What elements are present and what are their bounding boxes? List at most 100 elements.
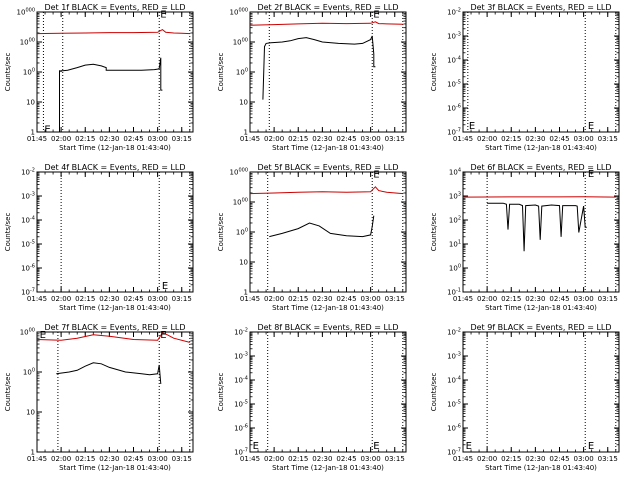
- panel-title: Det 8f BLACK = Events, RED = LLD: [257, 323, 398, 332]
- y-tick-label: 1: [31, 129, 35, 137]
- lld-series-line: [36, 28, 190, 35]
- event-marker-label: E: [466, 441, 472, 452]
- event-marker-label: E: [160, 9, 166, 20]
- x-tick-label: 02:45: [549, 295, 569, 303]
- plot-frame: [36, 171, 194, 293]
- y-tick-label: 10-2: [21, 168, 35, 177]
- y-tick-label: 100: [23, 68, 35, 77]
- x-tick-label: 02:00: [51, 455, 71, 463]
- y-tick-label: 10-5: [447, 400, 461, 409]
- y-tick-label: 102: [449, 216, 461, 225]
- x-axis-label: Start Time (12-Jan-18 01:43:40): [272, 464, 384, 472]
- x-tick-label: 02:00: [477, 135, 497, 143]
- x-tick-label: 02:45: [336, 135, 356, 143]
- y-tick-label: 10-3: [447, 32, 461, 41]
- y-tick-label: 10-6: [234, 424, 248, 433]
- x-tick-label: 02:15: [501, 455, 521, 463]
- panel-title: Det 7f BLACK = Events, RED = LLD: [44, 323, 185, 332]
- y-tick-label: 10-7: [447, 128, 461, 137]
- y-tick-label: 10: [239, 259, 248, 267]
- x-tick-label: 02:30: [312, 455, 332, 463]
- x-tick-label: 02:15: [75, 295, 95, 303]
- event-marker-label: E: [373, 169, 379, 180]
- plot-frame: [462, 171, 620, 293]
- x-tick-label: 03:00: [361, 135, 381, 143]
- y-tick-label: 1: [244, 289, 248, 297]
- panel-title: Det 3f BLACK = Events, RED = LLD: [470, 3, 611, 12]
- x-axis-label: Start Time (12-Jan-18 01:43:40): [59, 304, 171, 312]
- event-marker-label: E: [469, 121, 475, 132]
- y-tick-label: 10: [26, 409, 35, 417]
- x-tick-label: 02:45: [123, 455, 143, 463]
- x-tick-label: 03:15: [598, 295, 618, 303]
- x-tick-label: 02:45: [123, 135, 143, 143]
- x-axis-label: Start Time (12-Jan-18 01:43:40): [59, 144, 171, 152]
- y-tick-label: 10-7: [447, 448, 461, 457]
- panel-det-8: Det 8f BLACK = Events, RED = LLD 10-7 10-6…: [217, 323, 407, 472]
- y-tick-label: 100: [23, 368, 35, 377]
- x-tick-label: 03:15: [598, 455, 618, 463]
- x-tick-label: 02:00: [264, 455, 284, 463]
- y-axis-label: Counts/sec: [430, 373, 438, 412]
- plot-frame: [249, 331, 407, 453]
- x-tick-label: 02:30: [99, 455, 119, 463]
- panel-title: Det 5f BLACK = Events, RED = LLD: [257, 163, 398, 172]
- x-tick-label: 03:00: [148, 455, 168, 463]
- y-axis-label: Counts/sec: [4, 53, 12, 92]
- y-tick-label: 100: [236, 68, 248, 77]
- y-tick-label: 1000: [20, 38, 35, 47]
- x-tick-label: 03:00: [148, 135, 168, 143]
- x-tick-label: 02:30: [312, 295, 332, 303]
- x-tick-label: 02:30: [525, 455, 545, 463]
- y-tick-label: 10-5: [234, 400, 248, 409]
- x-tick-label: 01:45: [27, 135, 47, 143]
- x-tick-label: 03:15: [385, 135, 405, 143]
- plot-frame: [36, 331, 194, 453]
- x-tick-label: 03:15: [598, 135, 618, 143]
- x-tick-label: 01:45: [453, 295, 473, 303]
- events-series-line: [269, 215, 375, 238]
- x-tick-label: 02:30: [99, 295, 119, 303]
- x-axis-label: Start Time (12-Jan-18 01:43:40): [485, 144, 597, 152]
- lld-series-line: [249, 186, 403, 195]
- panel-det-6: Det 6f BLACK = Events, RED = LLD 10-1 100 1…: [430, 163, 620, 312]
- x-tick-label: 03:15: [172, 455, 192, 463]
- x-tick-label: 01:45: [240, 455, 260, 463]
- x-tick-label: 03:00: [361, 295, 381, 303]
- x-tick-label: 01:45: [240, 135, 260, 143]
- x-tick-label: 01:45: [27, 295, 47, 303]
- y-tick-label: 10-6: [21, 264, 35, 273]
- x-tick-label: 02:15: [501, 135, 521, 143]
- y-tick-label: 100: [236, 228, 248, 237]
- x-tick-label: 02:15: [75, 455, 95, 463]
- event-marker-label: E: [40, 330, 46, 341]
- y-axis-label: Counts/sec: [4, 213, 12, 252]
- x-tick-label: 03:00: [361, 455, 381, 463]
- y-tick-label: 10-2: [447, 8, 461, 17]
- x-tick-label: 01:45: [27, 455, 47, 463]
- x-tick-label: 03:00: [148, 295, 168, 303]
- x-tick-label: 02:45: [549, 455, 569, 463]
- y-tick-label: 103: [449, 192, 461, 201]
- event-marker-label: E: [162, 281, 168, 292]
- x-axis-label: Start Time (12-Jan-18 01:43:40): [485, 304, 597, 312]
- x-tick-label: 03:15: [172, 295, 192, 303]
- y-axis-label: Counts/sec: [217, 213, 225, 252]
- panel-title: Det 6f BLACK = Events, RED = LLD: [470, 163, 611, 172]
- y-tick-label: 10-5: [447, 80, 461, 89]
- panel-title: Det 2f BLACK = Events, RED = LLD: [257, 3, 398, 12]
- x-tick-label: 02:00: [477, 455, 497, 463]
- x-tick-label: 02:00: [51, 135, 71, 143]
- y-tick-label: 10-6: [447, 424, 461, 433]
- panel-det-7: Det 7f BLACK = Events, RED = LLD 1 10 100 10…: [4, 323, 194, 472]
- y-tick-label: 10000: [230, 168, 248, 177]
- y-tick-label: 10000: [17, 8, 35, 17]
- events-series-line: [487, 202, 587, 252]
- panel-det-4: Det 4f BLACK = Events, RED = LLD 10-7 10-6…: [4, 163, 194, 312]
- y-tick-label: 10000: [230, 8, 248, 17]
- panel-title: Det 1f BLACK = Events, RED = LLD: [44, 3, 185, 12]
- lld-series-line: [249, 21, 403, 26]
- event-marker-label: E: [588, 169, 594, 180]
- y-tick-label: 10-4: [21, 216, 35, 225]
- y-axis-label: Counts/sec: [217, 373, 225, 412]
